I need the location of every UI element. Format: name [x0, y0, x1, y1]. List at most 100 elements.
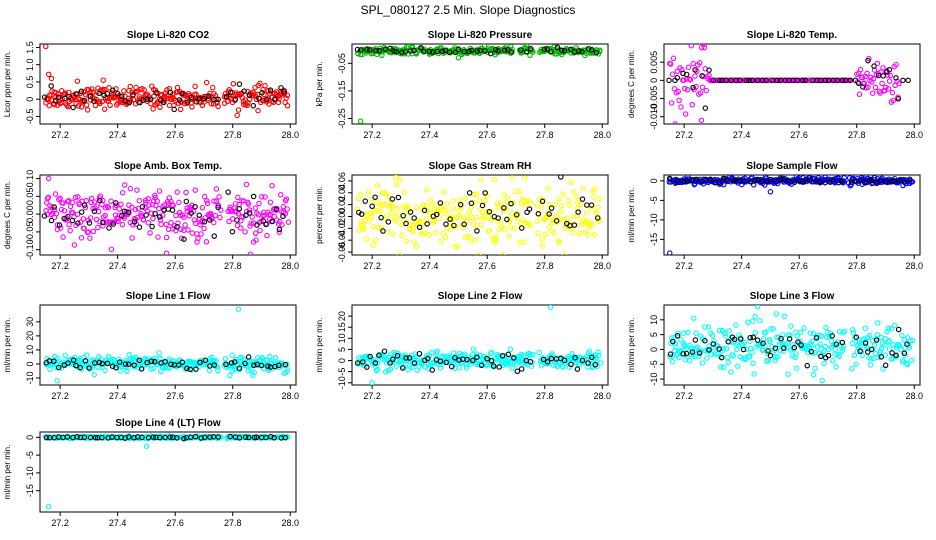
data-point: [883, 84, 889, 91]
data-point: [818, 346, 824, 352]
data-point: [669, 71, 676, 77]
reference-point: [202, 434, 208, 441]
x-tick-label: 27.8: [536, 130, 554, 140]
data-point: [867, 362, 874, 368]
data-point: [788, 323, 794, 329]
reference-point: [900, 77, 906, 84]
data-point: [105, 204, 112, 211]
reference-point: [804, 362, 810, 369]
reference-point: [839, 77, 846, 84]
reference-point: [443, 221, 449, 227]
y-tick-label: 0.5: [25, 76, 35, 89]
x-tick-label: 27.2: [363, 391, 381, 401]
data-point: [430, 220, 436, 226]
reference-point: [486, 208, 493, 215]
data-point: [672, 121, 679, 124]
reference-point: [710, 341, 717, 347]
data-point: [218, 434, 224, 440]
reference-point: [176, 97, 183, 103]
data-point: [848, 181, 854, 188]
data-point: [721, 330, 728, 337]
data-point: [509, 365, 515, 371]
data-point: [168, 198, 174, 205]
data-point: [121, 88, 127, 94]
data-point: [389, 210, 395, 216]
data-point: [790, 346, 797, 352]
reference-point: [86, 220, 93, 226]
reference-point: [236, 435, 243, 441]
reference-point: [378, 214, 384, 221]
data-point: [182, 222, 188, 228]
chart-panel: Slope Gas Stream RH 27.2 27.4 27.6 27.8 28.0 -…: [315, 161, 611, 271]
reference-point: [862, 340, 869, 346]
data-point: [373, 368, 380, 374]
data-point: [591, 194, 597, 200]
reference-point: [106, 225, 112, 231]
reference-point: [152, 359, 158, 365]
data-point: [60, 234, 66, 240]
reference-point: [143, 212, 149, 218]
reference-point: [474, 48, 480, 54]
reference-point: [865, 57, 871, 64]
data-point: [588, 205, 595, 211]
data-point: [60, 200, 66, 206]
reference-point: [866, 177, 873, 184]
data-point: [371, 208, 378, 214]
data-point: [701, 44, 708, 47]
reference-point: [254, 222, 260, 228]
reference-point: [411, 47, 417, 54]
data-point: [681, 77, 687, 84]
reference-point: [202, 357, 209, 364]
reference-point: [680, 351, 686, 357]
data-point: [232, 201, 239, 207]
x-tick-label: 28.0: [281, 261, 299, 271]
data-point: [72, 194, 79, 201]
data-point: [750, 360, 756, 367]
y-tick-label: 30: [25, 317, 35, 327]
y-tick-label: -10: [25, 466, 35, 479]
data-point: [382, 201, 388, 207]
reference-point: [760, 340, 766, 347]
data-point: [717, 364, 724, 370]
reference-point: [362, 198, 369, 204]
reference-point: [77, 434, 84, 441]
data-point: [66, 222, 72, 228]
reference-point: [242, 360, 248, 367]
reference-point: [447, 216, 453, 222]
reference-point: [873, 337, 880, 343]
reference-point: [706, 67, 712, 73]
reference-point: [115, 91, 121, 97]
data-point: [226, 218, 232, 225]
reference-point: [161, 99, 167, 106]
data-point: [686, 76, 693, 82]
data-point: [163, 234, 170, 241]
data-point: [253, 96, 260, 103]
data-point: [688, 44, 695, 49]
reference-point: [250, 102, 257, 109]
reference-point: [113, 364, 119, 371]
reference-point: [66, 94, 72, 100]
data-point: [213, 357, 219, 364]
reference-point: [457, 201, 464, 208]
reference-point: [125, 209, 132, 216]
data-point: [675, 330, 681, 337]
outlier-point: [100, 77, 107, 83]
data-point: [284, 206, 290, 212]
x-tick-label: 27.4: [733, 130, 751, 140]
y-axis-label: ml/min per min.: [627, 188, 636, 243]
data-point: [482, 197, 489, 204]
reference-point: [733, 77, 739, 84]
outlier-point: [45, 503, 52, 510]
data-point: [183, 189, 189, 196]
reference-point: [276, 362, 282, 369]
data-point: [536, 349, 542, 356]
data-point: [177, 106, 184, 113]
data-point: [201, 225, 207, 232]
x-tick-label: 27.2: [363, 130, 381, 140]
reference-point: [478, 362, 485, 369]
data-point: [419, 220, 425, 226]
plot-frame: [663, 304, 921, 386]
reference-point: [504, 216, 510, 223]
reference-point: [468, 47, 475, 54]
reference-point: [720, 175, 727, 182]
